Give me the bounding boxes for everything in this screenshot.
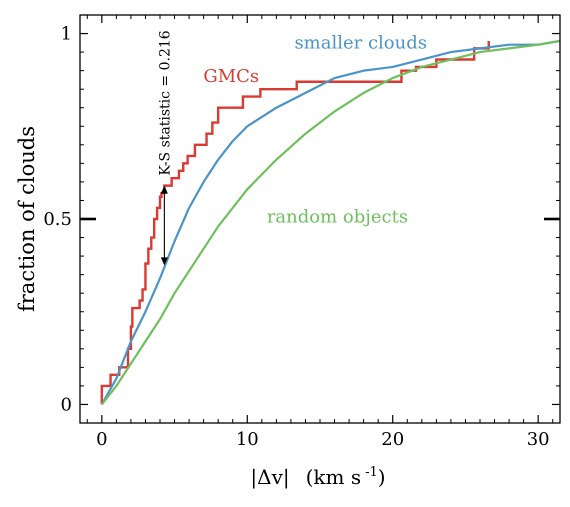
axis-ticks: 00.510 10 20 30 <box>43 15 560 450</box>
y-tick-label: 1 <box>61 24 72 45</box>
x-axis-label-units: (km s <box>306 465 362 489</box>
ks-arrowhead-down <box>160 257 168 266</box>
series-line-random-objects <box>100 39 561 406</box>
data-series <box>100 39 561 406</box>
x-axis-label: |Δv| (km s -1) <box>250 465 385 490</box>
series-label-random-objects: random objects <box>267 207 408 228</box>
ks-annotation: K-S statistic = 0.216 <box>157 30 173 266</box>
x-tick-label: 0 <box>96 429 107 450</box>
series-label-smaller-clouds: smaller clouds <box>294 32 427 53</box>
x-axis-label-unit-exponent: -1 <box>365 465 378 480</box>
x-axis-label-close-paren: ) <box>378 465 386 489</box>
ks-statistic-label: K-S statistic = 0.216 <box>157 30 173 175</box>
x-axis-label-quantity: |Δv| <box>250 465 289 490</box>
y-axis-label: fraction of clouds <box>15 126 39 312</box>
series-line-gmcs <box>100 40 490 405</box>
y-tick-label: 0 <box>61 394 72 415</box>
series-labels: GMCs smaller clouds random objects <box>203 32 427 227</box>
plot-frame <box>79 14 561 424</box>
series-line-smaller-clouds <box>100 39 561 405</box>
x-tick-label: 10 <box>236 429 259 450</box>
x-tick-label: 30 <box>527 429 550 450</box>
series-label-gmcs: GMCs <box>203 66 259 87</box>
x-tick-label: 20 <box>381 429 404 450</box>
ks-arrowhead-up <box>160 185 168 194</box>
y-tick-label: 0.5 <box>43 209 72 230</box>
